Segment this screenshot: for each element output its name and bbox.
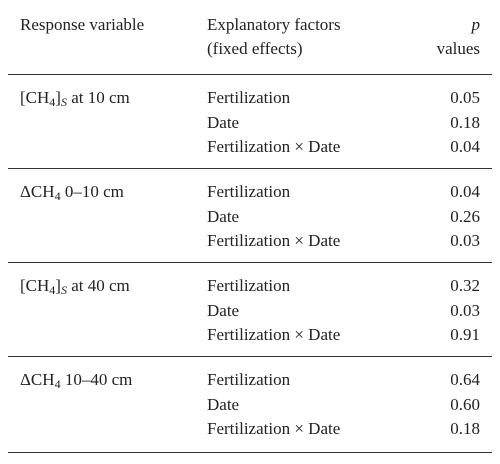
text-segment: 4 [54, 377, 61, 391]
header-cell: Response variable [20, 15, 145, 34]
factor: Fertilization [207, 182, 291, 201]
text-segment: 4 [49, 95, 56, 109]
response-variable: ΔCH4 10–40 cm [20, 370, 132, 390]
text-segment: ] [55, 88, 61, 107]
p-value: 0.03 [450, 300, 480, 320]
p-value: 0.04 [450, 182, 480, 201]
factor: Date [207, 300, 240, 320]
text-segment: [CH [20, 276, 50, 295]
factor: Fertilization × Date [207, 137, 341, 156]
rule [8, 356, 492, 357]
factor: Fertilization [207, 88, 291, 107]
text-segment: S [60, 95, 67, 109]
factor: Fertilization × Date [207, 419, 341, 438]
header-cell: (fixed effects) [207, 39, 303, 58]
p-value: 0.04 [450, 137, 480, 156]
p-value: 0.26 [450, 206, 480, 226]
text-segment: 4 [49, 283, 56, 297]
factor: Date [207, 394, 240, 414]
rule [8, 452, 492, 453]
p-value: 0.60 [450, 394, 480, 414]
text-segment: [CH [20, 88, 50, 107]
factor: Date [207, 206, 240, 226]
factor: Date [207, 112, 240, 132]
text-segment: ΔCH [20, 182, 55, 201]
factor: Fertilization × Date [207, 325, 341, 344]
rule [8, 262, 492, 263]
text-segment: at 40 cm [66, 276, 130, 295]
response-variable: [CH4]S at 10 cm [20, 88, 130, 108]
response-variable: ΔCH4 0–10 cm [20, 182, 124, 202]
factor: Fertilization [207, 370, 291, 389]
factor: Fertilization [207, 276, 291, 295]
header-cell: values [436, 39, 480, 58]
p-value: 0.64 [450, 370, 480, 389]
header-cell: p [471, 15, 481, 34]
factor: Fertilization × Date [207, 231, 341, 250]
text-segment: 10–40 cm [60, 370, 133, 389]
p-value: 0.18 [450, 112, 480, 132]
text-segment: 4 [54, 189, 61, 203]
p-value: 0.18 [450, 419, 480, 438]
text-segment: S [60, 283, 67, 297]
p-value: 0.32 [450, 276, 480, 295]
text-segment: ] [55, 276, 61, 295]
text-segment: 0–10 cm [60, 182, 124, 201]
header-cell: Explanatory factors [207, 15, 341, 34]
response-variable: [CH4]S at 40 cm [20, 276, 130, 296]
text-segment: at 10 cm [66, 88, 130, 107]
p-value: 0.91 [450, 325, 480, 344]
rule [8, 74, 492, 75]
text-segment: ΔCH [20, 370, 55, 389]
p-value: 0.05 [450, 88, 480, 107]
rule [8, 168, 492, 169]
p-value: 0.03 [450, 231, 480, 250]
